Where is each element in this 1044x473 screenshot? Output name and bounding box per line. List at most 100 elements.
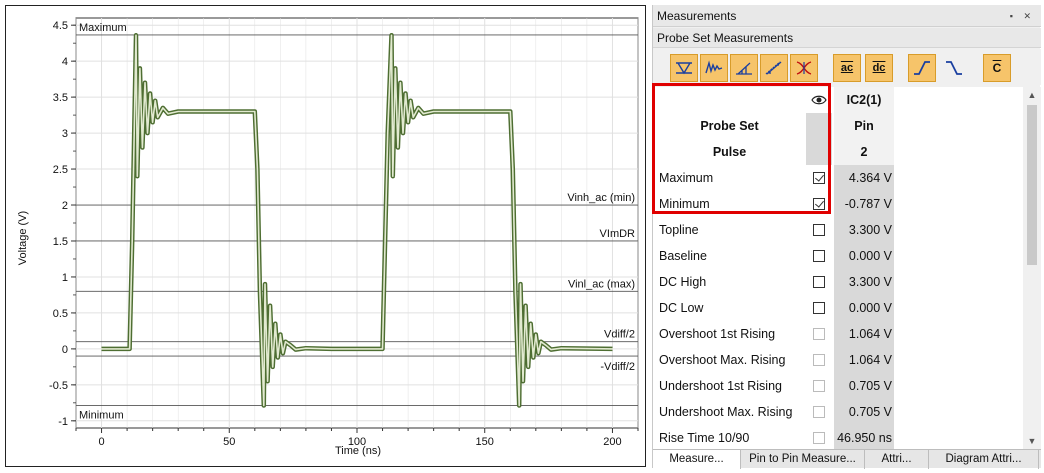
table-row: Minimum -0.787 V (653, 191, 1023, 217)
table-header-row: IC2(1) (653, 87, 1023, 113)
x-tick-label: 200 (603, 436, 621, 448)
scroll-up-icon[interactable]: ▲ (1027, 90, 1037, 100)
tab-2[interactable]: Attri... (865, 450, 929, 469)
y-tick-label: 0 (62, 344, 68, 356)
ac-measure-icon[interactable]: ac (833, 54, 861, 82)
dc-label: dc (872, 62, 886, 74)
panel-title: Measurements (657, 9, 737, 23)
measurement-label: DC High (653, 269, 806, 295)
measurements-table: IC2(1) Probe Set Pin Pulse 2 Maximum 4.364 V… (653, 87, 1023, 449)
measurement-value: 0.705 V (834, 373, 894, 399)
y-tick-label: 0.5 (53, 308, 68, 320)
vertical-scrollbar[interactable]: ▲ ▼ (1023, 87, 1041, 449)
measurement-checkbox-cell[interactable] (806, 165, 832, 191)
table-row: DC High 3.300 V (653, 269, 1023, 295)
measurement-label: Undershoot Max. Rising (653, 399, 806, 425)
measurement-checkbox-cell[interactable] (806, 321, 832, 347)
measurement-checkbox[interactable] (813, 224, 825, 236)
header-value: Pin (834, 113, 894, 139)
falling-edge-icon[interactable] (940, 54, 968, 82)
table-row: Undershoot 1st Rising 0.705 V (653, 373, 1023, 399)
measurement-label: Topline (653, 217, 806, 243)
threshold-label: Vinh_ac (min) (567, 192, 635, 204)
measurement-label: Maximum (653, 165, 806, 191)
threshold-label: VImDR (600, 228, 636, 240)
measurement-checkbox[interactable] (813, 354, 825, 366)
measurement-checkbox[interactable] (813, 250, 825, 262)
bottom-tab-bar: Measure... Pin to Pin Measure... Attri... D… (653, 449, 1041, 469)
measurement-value: 46.950 ns (834, 425, 894, 449)
column-header-ic2: IC2(1) (834, 87, 894, 113)
header-check-cell (806, 113, 832, 139)
measurement-checkbox[interactable] (813, 198, 825, 210)
table-row: Rise Time 10/90 46.950 ns (653, 425, 1023, 449)
scroll-down-icon[interactable]: ▼ (1027, 436, 1037, 446)
measurement-checkbox[interactable] (813, 276, 825, 288)
tab-1[interactable]: Pin to Pin Measure... (741, 450, 865, 469)
measurement-checkbox-cell[interactable] (806, 269, 832, 295)
threshold-label: Vdiff/2 (604, 329, 635, 341)
table-header-row: Probe Set Pin (653, 113, 1023, 139)
table-row: Overshoot 1st Rising 1.064 V (653, 321, 1023, 347)
tab-3[interactable]: Diagram Attri... (929, 450, 1039, 469)
x-tick-label: 50 (223, 436, 235, 448)
measurement-checkbox-cell[interactable] (806, 217, 832, 243)
table-header-row: Pulse 2 (653, 139, 1023, 165)
scroll-thumb[interactable] (1027, 105, 1037, 265)
clock-label: C (992, 61, 1002, 75)
visibility-eye-icon[interactable] (806, 87, 832, 113)
measurement-checkbox-cell[interactable] (806, 373, 832, 399)
measurement-checkbox-cell[interactable] (806, 425, 832, 449)
rise-time-icon[interactable] (760, 54, 788, 82)
measurement-label: Overshoot 1st Rising (653, 321, 806, 347)
crossing-icon[interactable] (790, 54, 818, 82)
y-tick-label: 3.5 (53, 92, 68, 104)
measurement-checkbox-cell[interactable] (806, 295, 832, 321)
dc-measure-icon[interactable]: dc (865, 54, 893, 82)
table-row: Undershoot Max. Rising 0.705 V (653, 399, 1023, 425)
measurement-checkbox-cell[interactable] (806, 243, 832, 269)
header-blank (653, 87, 806, 113)
header-value: 2 (834, 139, 894, 165)
measurement-checkbox[interactable] (813, 302, 825, 314)
measurement-checkbox[interactable] (813, 380, 825, 392)
table-row: Overshoot Max. Rising 1.064 V (653, 347, 1023, 373)
measurement-label: Minimum (653, 191, 806, 217)
table-row: Baseline 0.000 V (653, 243, 1023, 269)
measurement-label: Overshoot Max. Rising (653, 347, 806, 373)
measurement-value: 3.300 V (834, 269, 894, 295)
slope-measure-icon[interactable] (730, 54, 758, 82)
threshold-wave-icon[interactable] (670, 54, 698, 82)
rising-edge-icon[interactable] (908, 54, 936, 82)
measurement-label: DC Low (653, 295, 806, 321)
threshold-label: -Vdiff/2 (600, 361, 635, 373)
measurement-checkbox-cell[interactable] (806, 399, 832, 425)
measurement-checkbox-cell[interactable] (806, 191, 832, 217)
waveform-chart-panel: Maximum Vinh_ac (min) VImDR Vinl_ac (max) Vd… (5, 5, 646, 467)
pin-close-icons[interactable]: ▪ ✕ (1009, 11, 1035, 21)
y-tick-label: 4 (62, 56, 68, 68)
y-tick-label: 1 (62, 272, 68, 284)
measurement-checkbox[interactable] (813, 328, 825, 340)
y-tick-label: -1 (58, 416, 68, 428)
ringing-wave-icon[interactable] (700, 54, 728, 82)
measurement-checkbox-cell[interactable] (806, 347, 832, 373)
x-tick-label: 100 (348, 436, 366, 448)
measurement-label: Undershoot 1st Rising (653, 373, 806, 399)
measurement-checkbox[interactable] (813, 172, 825, 184)
measurement-checkbox[interactable] (813, 406, 825, 418)
tab-0[interactable]: Measure... (653, 450, 741, 469)
header-label: Probe Set (653, 113, 806, 139)
waveform-chart: Maximum Vinh_ac (min) VImDR Vinl_ac (max) Vd… (17, 17, 639, 457)
clock-measure-icon[interactable]: C (983, 54, 1011, 82)
measurement-value: -0.787 V (834, 191, 894, 217)
y-tick-label: 1.5 (53, 236, 68, 248)
measurement-value: 0.000 V (834, 243, 894, 269)
measurement-value: 1.064 V (834, 347, 894, 373)
y-tick-label: 2 (62, 200, 68, 212)
threshold-label: Minimum (79, 409, 124, 421)
measurement-checkbox[interactable] (813, 432, 825, 444)
x-axis-label: Time (ns) (335, 445, 381, 457)
measurement-value: 3.300 V (834, 217, 894, 243)
y-tick-label: 3 (62, 128, 68, 140)
